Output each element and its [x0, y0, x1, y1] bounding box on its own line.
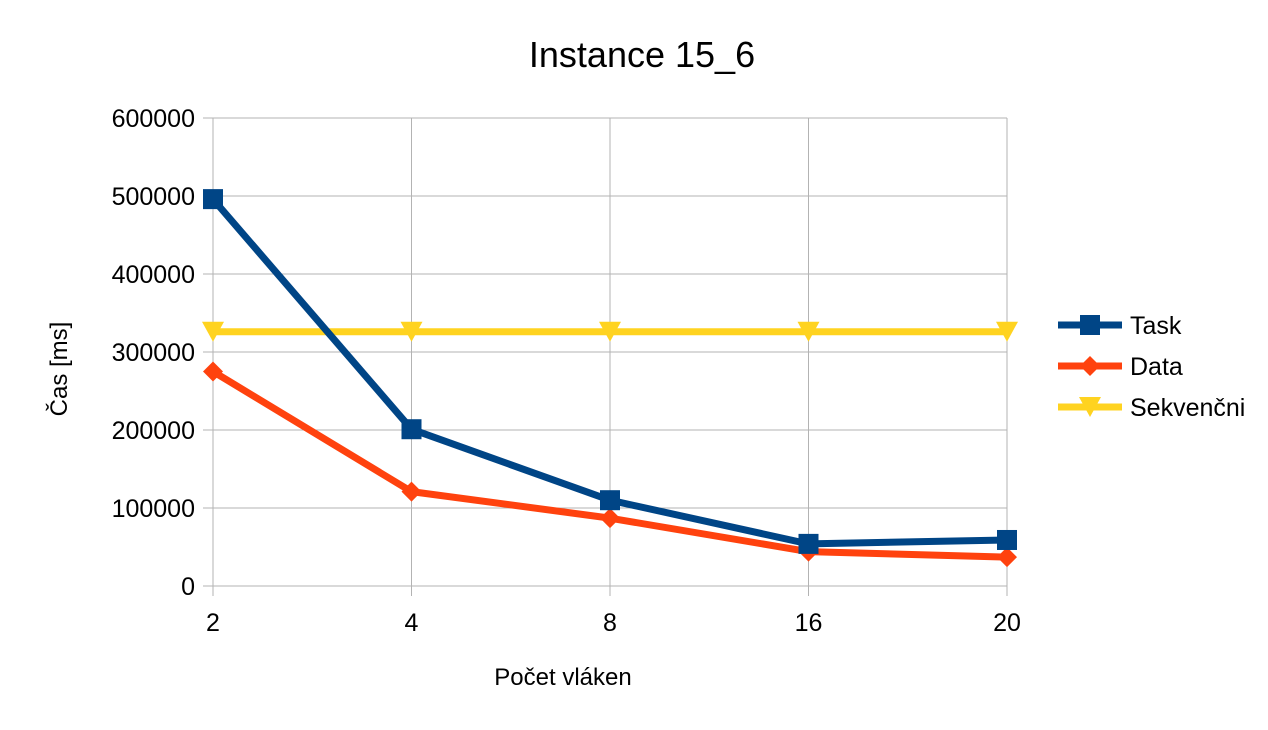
triangle-marker [996, 321, 1018, 342]
series-sekvenčni [202, 321, 1018, 342]
y-tick-label: 500000 [112, 183, 195, 211]
triangle-marker [400, 321, 423, 342]
legend-item: Task [1058, 312, 1182, 340]
y-tick-label: 0 [181, 573, 195, 601]
diamond-marker [401, 481, 422, 502]
y-axis-label: Čas [ms] [45, 322, 73, 417]
square-marker [600, 490, 620, 511]
legend-label: Sekvenčni [1130, 394, 1245, 422]
series-data [203, 361, 1017, 568]
y-tick-label: 300000 [112, 339, 195, 367]
y-axis-ticks: 0 100000 200000 300000 400000 500000 600000 [112, 105, 195, 601]
triangle-marker [599, 321, 621, 342]
x-tick-label: 4 [405, 609, 419, 637]
legend-item: Sekvenčni [1058, 394, 1245, 422]
y-tick-label: 400000 [112, 261, 195, 289]
triangle-marker [1079, 397, 1101, 417]
triangle-marker [202, 321, 224, 342]
square-marker [203, 189, 223, 210]
x-axis-label: Počet vláken [494, 664, 631, 691]
x-tick-label: 20 [993, 609, 1021, 637]
diamond-marker [1080, 356, 1100, 376]
y-tick-label: 600000 [112, 105, 195, 133]
square-marker [401, 419, 422, 440]
y-tick-label: 200000 [112, 417, 195, 445]
triangle-marker [797, 321, 820, 342]
legend-label: Data [1130, 353, 1183, 381]
diamond-marker [997, 547, 1017, 568]
series-group [202, 189, 1018, 568]
y-tick-label: 100000 [112, 495, 195, 523]
diamond-marker [600, 508, 620, 529]
legend-item: Data [1058, 353, 1183, 381]
square-marker [997, 529, 1017, 550]
legend: Task Data Sekvenčni [1058, 312, 1245, 422]
series-task [203, 189, 1017, 554]
x-axis-ticks: 2 4 8 16 20 [206, 609, 1021, 637]
legend-label: Task [1130, 312, 1182, 340]
chart-title: Instance 15_6 [529, 34, 755, 75]
x-tick-label: 2 [206, 609, 220, 637]
diamond-marker [203, 361, 223, 382]
x-tick-label: 8 [603, 609, 617, 637]
square-marker [798, 533, 819, 554]
gridlines [203, 117, 1008, 596]
square-marker [1080, 315, 1100, 335]
x-tick-label: 16 [795, 609, 823, 637]
